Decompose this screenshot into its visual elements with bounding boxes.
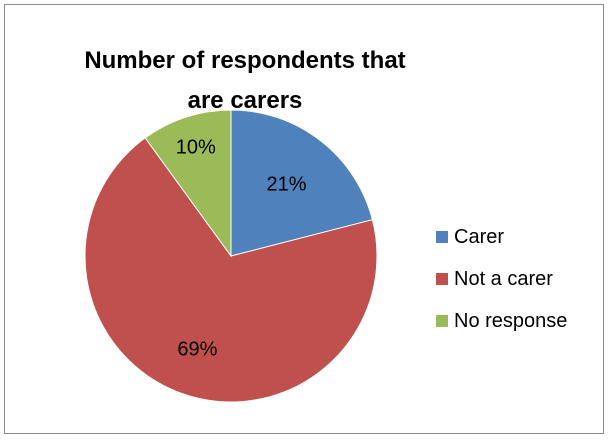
pie-slice-not-a-carer <box>84 137 378 403</box>
chart-title: Number of respondents that are carers <box>84 47 406 114</box>
legend-item-carer: Carer <box>436 225 567 249</box>
legend-label-no-response: No response <box>454 309 568 332</box>
legend-item-no-response: No response <box>436 309 567 333</box>
legend-label-carer: Carer <box>454 225 505 248</box>
pie-slice-no-response <box>144 109 232 258</box>
slice-label-not-a-carer: 69% <box>177 338 217 360</box>
legend-swatch-no-response <box>436 315 448 327</box>
pie-chart: 21% 69% 10% <box>84 109 378 403</box>
pie-slice-carer <box>230 109 374 257</box>
legend-label-not-a-carer: Not a carer <box>454 267 553 290</box>
legend-swatch-carer <box>436 231 448 243</box>
slice-label-no-response: 10% <box>176 137 216 159</box>
legend-item-not-a-carer: Not a carer <box>436 267 567 291</box>
slice-label-carer: 21% <box>266 173 306 195</box>
legend: Carer Not a carer No response <box>436 225 567 351</box>
legend-swatch-not-a-carer <box>436 273 448 285</box>
chart-area: Number of respondents that are carers 21… <box>4 4 604 434</box>
